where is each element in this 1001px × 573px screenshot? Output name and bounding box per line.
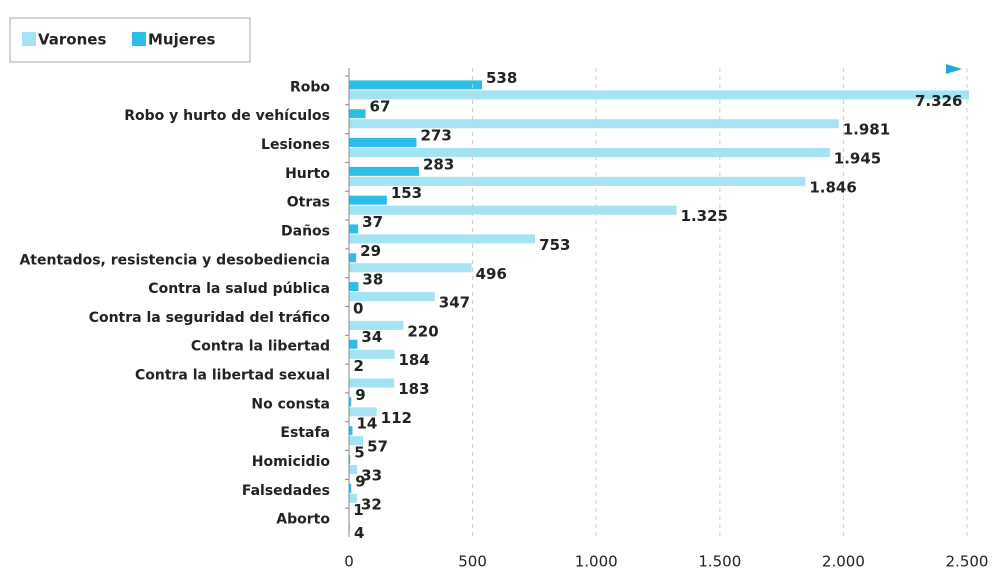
y-tick-label: Otras [287, 195, 330, 211]
x-tick-label: 2.000 [822, 553, 865, 571]
bar [349, 205, 677, 215]
data-label: 9 [355, 472, 365, 490]
data-label: 2 [353, 357, 363, 375]
bar [349, 464, 358, 474]
y-tick-label: Robo [290, 79, 330, 95]
overflow-arrow [946, 64, 962, 74]
data-label: 67 [370, 98, 391, 116]
y-tick-label: Hurto [285, 166, 330, 182]
y-tick-label: No consta [251, 396, 330, 412]
bar [349, 166, 419, 176]
bar [349, 397, 352, 407]
x-tick-label: 2.500 [946, 553, 989, 571]
data-label: 273 [420, 127, 451, 145]
bar [349, 80, 482, 90]
data-label: 57 [367, 438, 388, 456]
x-tick-label: 1.000 [575, 553, 618, 571]
data-label: 183 [398, 380, 429, 398]
y-tick-label: Contra la libertad [191, 339, 330, 355]
bar [349, 436, 364, 446]
bar [349, 148, 830, 158]
y-tick-label: Contra la libertad sexual [135, 368, 330, 384]
plot-area [349, 80, 969, 532]
bar [349, 90, 969, 100]
x-tick-label: 1.500 [698, 553, 741, 571]
data-label: 753 [539, 236, 570, 254]
bar [349, 224, 359, 234]
data-label: 38 [362, 271, 383, 289]
bar [349, 282, 359, 292]
data-label: 32 [361, 495, 382, 513]
data-label: 7.326 [915, 92, 962, 110]
y-tick-label: Atentados, resistencia y desobediencia [19, 252, 330, 268]
data-label: 33 [361, 466, 382, 484]
bar [349, 234, 536, 244]
data-label: 112 [381, 409, 412, 427]
bar [349, 138, 417, 148]
bar [349, 176, 806, 186]
y-tick-label: Aborto [276, 512, 330, 528]
y-tick-label: Estafa [280, 425, 330, 441]
bar [349, 320, 404, 330]
data-label: 496 [476, 265, 507, 283]
data-label: 153 [391, 184, 422, 202]
y-tick-label: Lesiones [261, 137, 330, 153]
bar [349, 119, 839, 129]
bar [349, 253, 357, 263]
legend-swatch [22, 32, 36, 46]
bar [349, 378, 395, 388]
data-label: 184 [398, 351, 429, 369]
bar [349, 109, 366, 119]
bar [349, 195, 387, 205]
legend-swatch [132, 32, 146, 46]
bar [349, 349, 395, 359]
y-tick-label: Contra la seguridad del tráfico [89, 310, 331, 326]
data-label: 1.945 [834, 150, 881, 168]
data-label: 9 [355, 386, 365, 404]
data-label: 29 [360, 242, 381, 260]
data-label: 220 [407, 322, 438, 340]
y-tick-label: Falsedades [242, 483, 330, 499]
bar [349, 493, 357, 503]
data-label: 538 [486, 69, 517, 87]
x-tick-label: 0 [344, 553, 354, 571]
data-label: 34 [361, 328, 382, 346]
data-label: 37 [362, 213, 383, 231]
bar [349, 263, 472, 273]
data-label: 1.846 [809, 178, 856, 196]
data-label: 1 [353, 501, 363, 519]
data-label: 5 [354, 443, 364, 461]
y-tick-label: Daños [281, 223, 330, 239]
bar [349, 407, 377, 417]
data-label: 283 [423, 155, 454, 173]
bar [349, 483, 352, 493]
legend-label: Mujeres [148, 31, 215, 49]
y-tick-label: Robo y hurto de vehículos [124, 108, 330, 124]
y-tick-label: Homicidio [252, 454, 331, 470]
bar [349, 292, 435, 302]
bar [349, 426, 353, 436]
bar [349, 454, 351, 464]
x-tick-label: 500 [458, 553, 487, 571]
legend-label: Varones [38, 31, 106, 49]
data-label: 1.325 [681, 207, 728, 225]
data-label: 0 [353, 299, 363, 317]
data-label: 1.981 [843, 121, 890, 139]
y-tick-label: Contra la salud pública [148, 281, 330, 297]
data-label: 347 [439, 294, 470, 312]
data-label: 14 [356, 415, 377, 433]
data-label: 4 [354, 524, 364, 542]
legend-box [9, 17, 251, 63]
bar [349, 339, 358, 349]
